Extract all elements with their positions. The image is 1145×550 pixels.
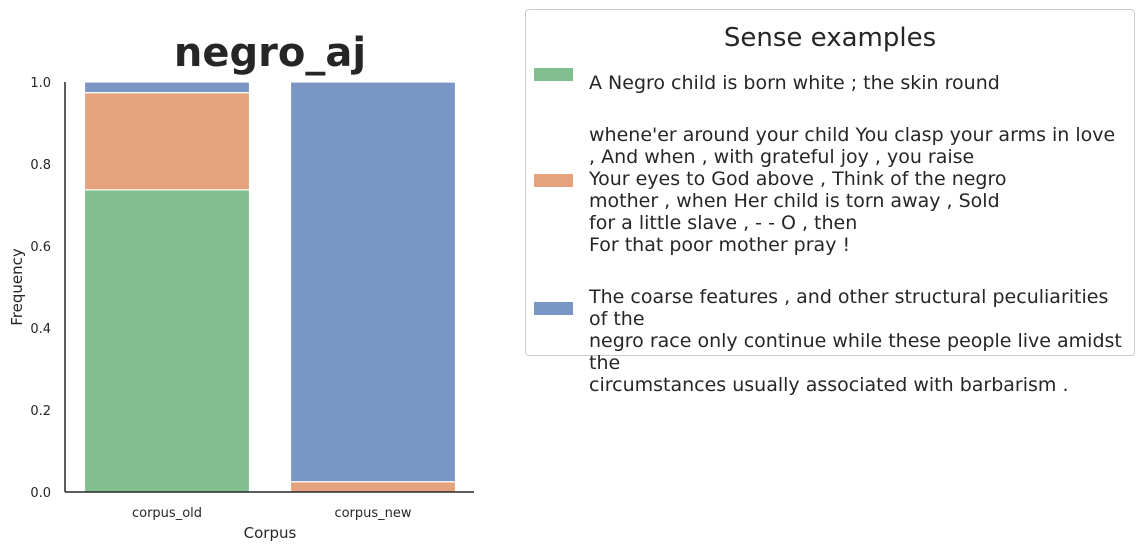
chart-title: negro_aj: [174, 30, 366, 76]
legend-title: Sense examples: [723, 23, 937, 53]
legend: Sense examples A Negro child is born whi…: [525, 9, 1135, 396]
x-tick-label: corpus_old: [132, 506, 202, 521]
y-axis-label: Frequency: [8, 248, 26, 326]
x-ticks: corpus_old corpus_new: [132, 506, 412, 521]
legend-swatch: [534, 174, 573, 187]
y-tick-label: 0.2: [30, 404, 51, 419]
legend-text: A Negro child is born white ; the skin r…: [589, 72, 1000, 94]
y-tick-label: 0.6: [30, 240, 51, 255]
y-tick-label: 1.0: [30, 76, 51, 91]
y-tick-label: 0.4: [30, 322, 51, 337]
bar-corpus_new-segment-2: [289, 81, 457, 483]
bar-corpus_old-segment-2: [83, 81, 251, 94]
legend-text: whene'er around your child You clasp you…: [589, 124, 1116, 256]
bar-corpus_old-segment-0: [83, 189, 251, 493]
x-tick-label: corpus_new: [334, 506, 411, 521]
legend-swatch: [534, 68, 573, 81]
x-axis-label: Corpus: [244, 524, 297, 542]
y-tick-label: 0.0: [30, 486, 51, 501]
bar-corpus_old-segment-1: [83, 92, 251, 191]
y-ticks: 0.0 0.2 0.4 0.6 0.8 1.0: [30, 76, 51, 501]
bar-corpus_new-segment-1: [289, 481, 457, 493]
bars-group: [83, 81, 457, 493]
legend-text: The coarse features , and other structur…: [589, 286, 1122, 396]
y-tick-label: 0.8: [30, 158, 51, 173]
legend-swatch: [534, 302, 573, 315]
